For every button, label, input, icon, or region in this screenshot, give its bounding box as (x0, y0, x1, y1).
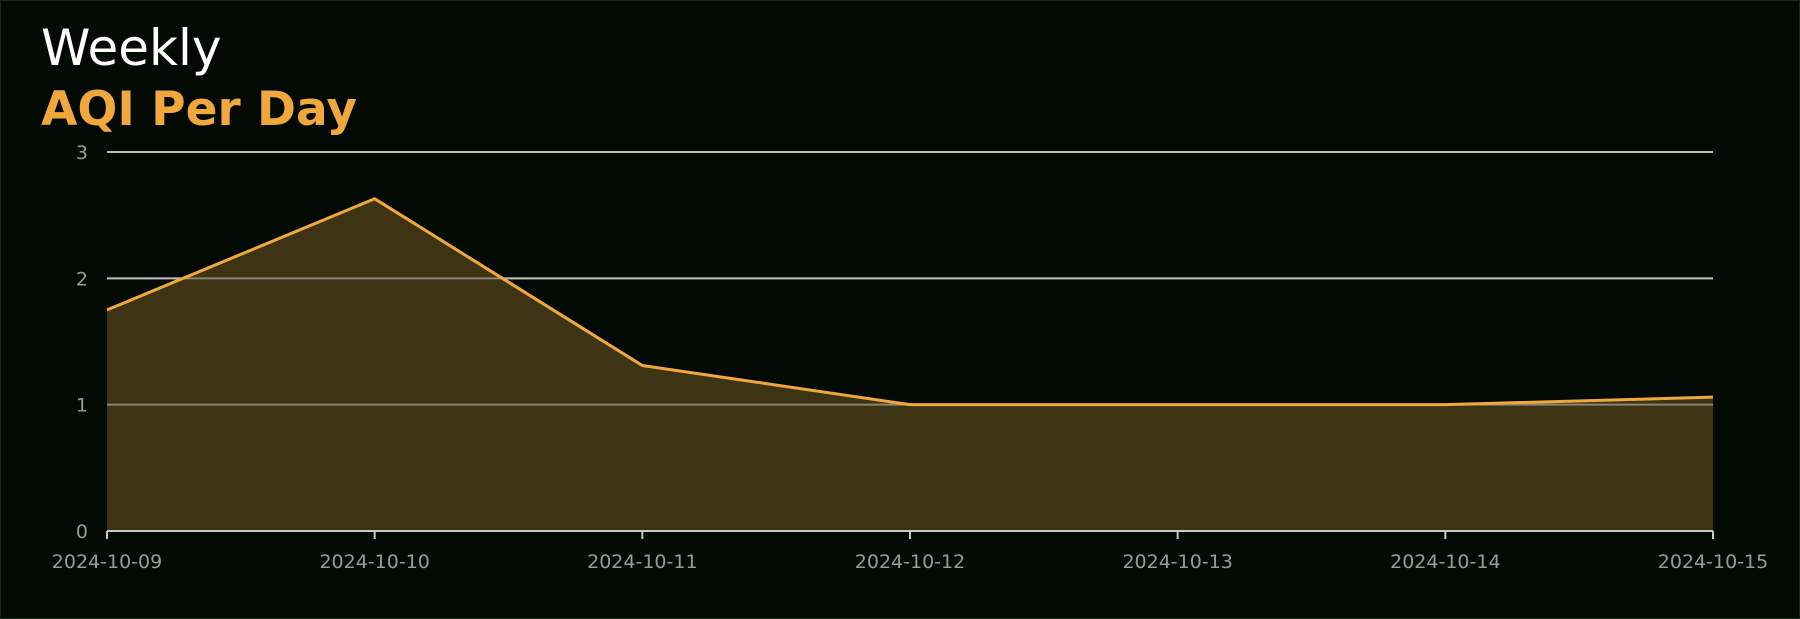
chart-title-weekly: Weekly (41, 19, 222, 77)
x-axis (106, 530, 1714, 539)
x-tick-label-2024-10-15: 2024-10-15 (1658, 551, 1768, 573)
y-tick-label-2: 2 (76, 268, 88, 290)
y-tick-label-1: 1 (76, 395, 88, 417)
x-tick-label-2024-10-09: 2024-10-09 (52, 551, 162, 573)
x-tick-labels: 2024-10-09 2024-10-10 2024-10-11 2024-10-12… (52, 551, 1768, 573)
chart-title-aqi-per-day: AQI Per Day (41, 82, 357, 137)
x-tick-label-2024-10-12: 2024-10-12 (855, 551, 965, 573)
x-tick-label-2024-10-14: 2024-10-14 (1390, 551, 1500, 573)
y-tick-label-3: 3 (76, 142, 88, 164)
y-tick-labels: 0 1 2 3 (76, 142, 88, 543)
y-tick-label-0: 0 (76, 521, 88, 543)
area-series (106, 151, 1714, 531)
x-tick-label-2024-10-13: 2024-10-13 (1122, 551, 1232, 573)
series-area-fill (107, 198, 1713, 531)
x-tick-label-2024-10-11: 2024-10-11 (587, 551, 697, 573)
x-tick-label-2024-10-10: 2024-10-10 (319, 551, 429, 573)
